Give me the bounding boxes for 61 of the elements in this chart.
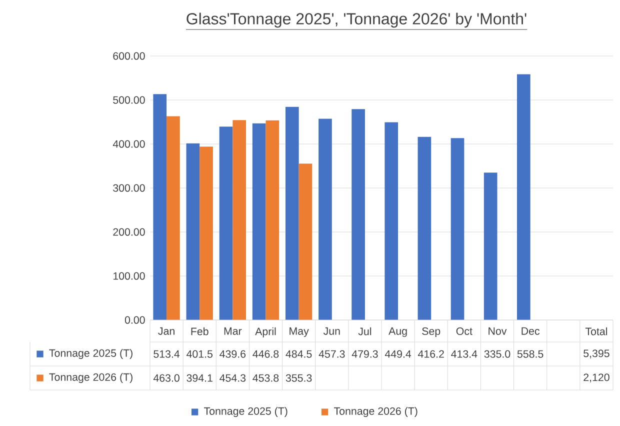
x-tick-label: Jan: [158, 327, 174, 335]
y-tick-label: 300.00: [113, 184, 145, 192]
bar: [153, 94, 167, 320]
bar: [418, 136, 432, 320]
bar: [186, 143, 200, 320]
text: Tonnage 2025 (T): [204, 407, 288, 417]
bar: [232, 120, 246, 320]
data-label: 355.3: [286, 374, 312, 382]
legend-label: Tonnage 2026 (T): [49, 373, 132, 383]
data-label: 401.5: [186, 350, 213, 358]
bar: [450, 138, 464, 320]
x-tick-label: Nov: [488, 327, 507, 335]
data-label: 558.5: [517, 350, 544, 358]
data-label: 413.4: [451, 350, 478, 358]
legend-label: Tonnage 2025 (T): [49, 349, 132, 359]
data-label: 394.1: [186, 374, 212, 382]
y-tick-label: 100.00: [113, 272, 145, 280]
y-tick-label: 600.00: [113, 52, 145, 60]
bar: [318, 118, 332, 320]
bar: [200, 146, 213, 320]
data-label: 335.0: [484, 350, 510, 358]
text: Tonnage 2026 (T): [334, 407, 418, 417]
data-label: 453.8: [252, 374, 279, 382]
x-tick-label: Mar: [224, 327, 242, 335]
data-label: 439.6: [220, 350, 246, 358]
text: 5,395: [584, 350, 610, 358]
x-tick-label: Dec: [522, 327, 540, 335]
text: 2,120: [584, 374, 610, 382]
chart-title: Glass'Tonnage 2025', 'Tonnage 2026' by 'Month': [186, 12, 526, 28]
bar: [298, 164, 312, 320]
data-label: 446.8: [252, 350, 279, 358]
bar: [384, 122, 398, 320]
data-label: 454.3: [220, 374, 246, 382]
bar: [219, 126, 233, 320]
x-tick-label: Total: [585, 327, 608, 336]
y-tick-label: 500.00: [113, 96, 145, 104]
data-label: 479.3: [352, 350, 378, 358]
data-label: 449.4: [384, 350, 412, 358]
x-tick-label: May: [290, 327, 309, 337]
x-tick-label: Feb: [191, 327, 208, 336]
data-label: 484.5: [286, 350, 312, 358]
data-label: 513.4: [154, 350, 180, 358]
y-tick-label: 200.00: [113, 228, 145, 236]
data-label: 463.0: [153, 374, 180, 382]
bar: [166, 116, 180, 320]
y-tick-label: 400.00: [112, 140, 145, 148]
bar: [266, 120, 280, 320]
x-tick-label: Sep: [422, 327, 440, 338]
bar: [484, 172, 498, 320]
x-tick-label: Aug: [388, 327, 407, 337]
bar: [516, 74, 530, 320]
x-tick-label: Jun: [323, 327, 340, 335]
bar: [252, 123, 266, 320]
x-tick-label: Oct: [456, 327, 472, 335]
data-label: 457.3: [318, 350, 345, 358]
y-tick-label: 0.00: [124, 316, 145, 324]
bar: [352, 109, 365, 320]
x-tick-label: Jul: [358, 327, 372, 336]
data-label: 416.2: [418, 350, 444, 358]
bar: [285, 106, 299, 320]
x-tick-label: April: [255, 327, 276, 338]
